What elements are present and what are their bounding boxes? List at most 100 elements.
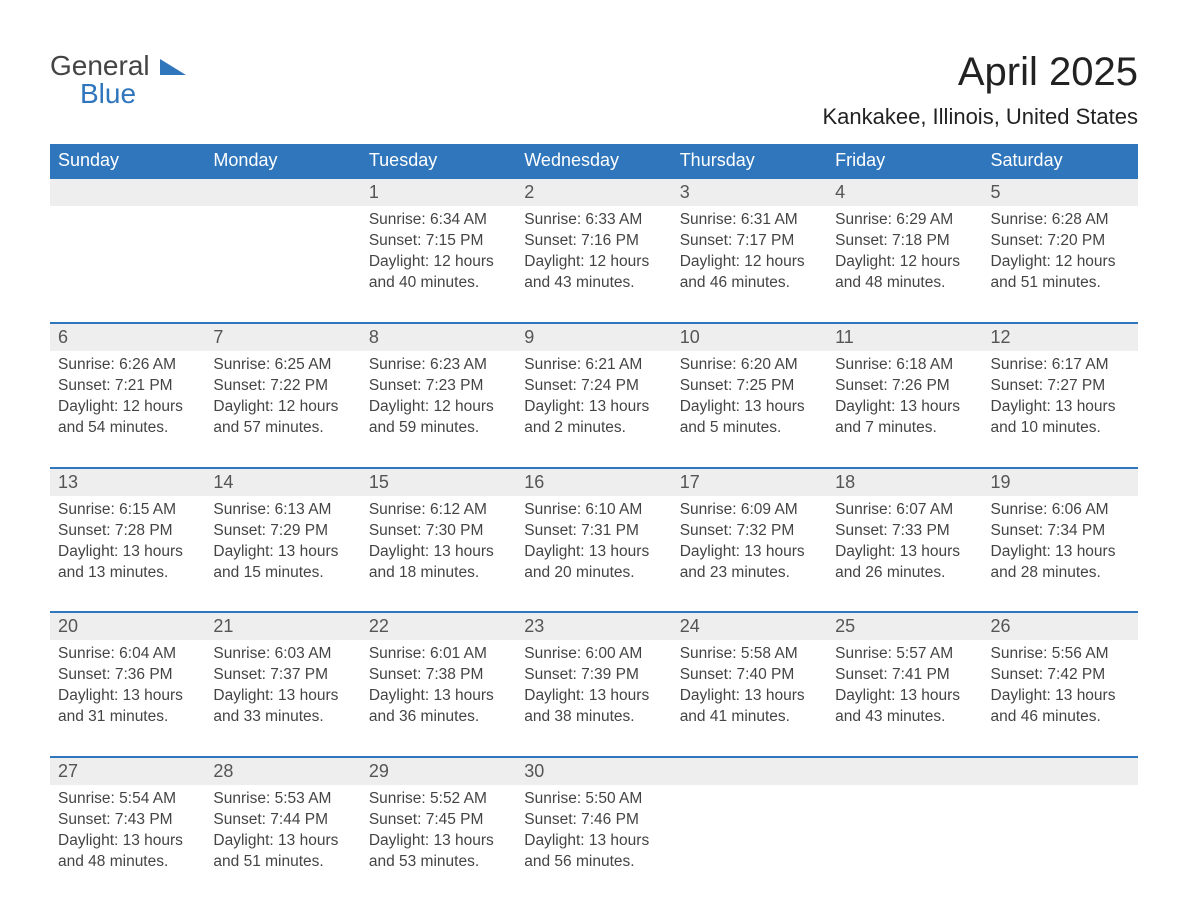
sunset-text: Sunset: 7:31 PM xyxy=(524,522,639,539)
sunset-text: Sunset: 7:26 PM xyxy=(835,377,950,394)
weekday-header: Monday xyxy=(205,144,360,178)
day-detail-cell: Sunrise: 5:50 AMSunset: 7:46 PMDaylight:… xyxy=(516,785,671,883)
title-block: April 2025 Kankakee, Illinois, United St… xyxy=(822,50,1138,130)
sunset-text: Sunset: 7:33 PM xyxy=(835,522,950,539)
sunset-text: Sunset: 7:29 PM xyxy=(213,522,328,539)
day-detail-cell xyxy=(50,206,205,323)
daylight-text: Daylight: 13 hours and 48 minutes. xyxy=(58,832,183,870)
weekday-header: Saturday xyxy=(983,144,1138,178)
sunset-text: Sunset: 7:46 PM xyxy=(524,811,639,828)
sunrise-text: Sunrise: 6:20 AM xyxy=(680,356,798,373)
daylight-text: Daylight: 13 hours and 56 minutes. xyxy=(524,832,649,870)
day-number-cell: 11 xyxy=(827,323,982,351)
daylight-text: Daylight: 13 hours and 38 minutes. xyxy=(524,687,649,725)
day-number-cell: 23 xyxy=(516,612,671,640)
daylight-text: Daylight: 12 hours and 59 minutes. xyxy=(369,398,494,436)
sunset-text: Sunset: 7:27 PM xyxy=(991,377,1106,394)
day-number-cell: 18 xyxy=(827,468,982,496)
day-detail-cell: Sunrise: 5:57 AMSunset: 7:41 PMDaylight:… xyxy=(827,640,982,757)
sunrise-text: Sunrise: 6:15 AM xyxy=(58,501,176,518)
weekday-header: Friday xyxy=(827,144,982,178)
weekday-header: Thursday xyxy=(672,144,827,178)
day-number-cell: 26 xyxy=(983,612,1138,640)
day-number-cell: 9 xyxy=(516,323,671,351)
sunrise-text: Sunrise: 6:26 AM xyxy=(58,356,176,373)
sunset-text: Sunset: 7:34 PM xyxy=(991,522,1106,539)
daylight-text: Daylight: 13 hours and 15 minutes. xyxy=(213,543,338,581)
sunrise-text: Sunrise: 5:56 AM xyxy=(991,645,1109,662)
day-number-cell: 17 xyxy=(672,468,827,496)
sunset-text: Sunset: 7:44 PM xyxy=(213,811,328,828)
sunset-text: Sunset: 7:30 PM xyxy=(369,522,484,539)
daynum-row: 6789101112 xyxy=(50,323,1138,351)
day-number-cell: 7 xyxy=(205,323,360,351)
daylight-text: Daylight: 13 hours and 26 minutes. xyxy=(835,543,960,581)
day-number-cell: 20 xyxy=(50,612,205,640)
daylight-text: Daylight: 13 hours and 41 minutes. xyxy=(680,687,805,725)
daynum-row: 13141516171819 xyxy=(50,468,1138,496)
header: General Blue April 2025 Kankakee, Illino… xyxy=(50,50,1138,130)
daylight-text: Daylight: 13 hours and 5 minutes. xyxy=(680,398,805,436)
day-detail-cell: Sunrise: 6:23 AM Sunset: 7:23 PM Daylight:… xyxy=(361,351,516,468)
day-number-cell xyxy=(205,178,360,206)
sunrise-text: Sunrise: 6:17 AM xyxy=(991,356,1109,373)
sunrise-text: Sunrise: 6:09 AM xyxy=(680,501,798,518)
logo: General Blue xyxy=(50,50,190,110)
day-detail-cell: Sunrise: 6:00 AMSunset: 7:39 PMDaylight:… xyxy=(516,640,671,757)
detail-row: Sunrise: 6:34 AMSunset: 7:15 PMDaylight:… xyxy=(50,206,1138,323)
sunrise-text: Sunrise: 5:58 AM xyxy=(680,645,798,662)
calendar-head: Sunday Monday Tuesday Wednesday Thursday… xyxy=(50,144,1138,178)
day-number-cell: 10 xyxy=(672,323,827,351)
day-number-cell: 6 xyxy=(50,323,205,351)
daylight-text: Daylight: 13 hours and 46 minutes. xyxy=(991,687,1116,725)
day-detail-cell: Sunrise: 5:54 AMSunset: 7:43 PMDaylight:… xyxy=(50,785,205,883)
day-number-cell: 16 xyxy=(516,468,671,496)
day-detail-cell: Sunrise: 6:29 AMSunset: 7:18 PMDaylight:… xyxy=(827,206,982,323)
daylight-text: Daylight: 13 hours and 43 minutes. xyxy=(835,687,960,725)
weekday-header: Sunday xyxy=(50,144,205,178)
daylight-text: Daylight: 13 hours and 13 minutes. xyxy=(58,543,183,581)
sunrise-text: Sunrise: 6:10 AM xyxy=(524,501,642,518)
day-detail-cell xyxy=(827,785,982,883)
day-number-cell: 12 xyxy=(983,323,1138,351)
sunset-text: Sunset: 7:18 PM xyxy=(835,232,950,249)
day-number-cell: 27 xyxy=(50,757,205,785)
day-number-cell xyxy=(983,757,1138,785)
day-number-cell xyxy=(827,757,982,785)
day-number-cell: 19 xyxy=(983,468,1138,496)
day-number-cell: 14 xyxy=(205,468,360,496)
sunset-text: Sunset: 7:45 PM xyxy=(369,811,484,828)
sunset-text: Sunset: 7:23 PM xyxy=(369,377,484,394)
day-detail-cell: Sunrise: 6:18 AMSunset: 7:26 PMDaylight:… xyxy=(827,351,982,468)
sunset-text: Sunset: 7:36 PM xyxy=(58,666,173,683)
day-number-cell: 3 xyxy=(672,178,827,206)
day-detail-cell: Sunrise: 6:17 AMSunset: 7:27 PMDaylight:… xyxy=(983,351,1138,468)
sunrise-text: Sunrise: 5:57 AM xyxy=(835,645,953,662)
day-detail-cell xyxy=(672,785,827,883)
sunrise-text: Sunrise: 5:53 AM xyxy=(213,790,331,807)
day-detail-cell: Sunrise: 6:07 AMSunset: 7:33 PMDaylight:… xyxy=(827,496,982,613)
day-number-cell: 2 xyxy=(516,178,671,206)
sunset-text: Sunset: 7:25 PM xyxy=(680,377,795,394)
weekday-header: Wednesday xyxy=(516,144,671,178)
sunset-text: Sunset: 7:24 PM xyxy=(524,377,639,394)
sunrise-text: Sunrise: 6:06 AM xyxy=(991,501,1109,518)
weekday-header: Tuesday xyxy=(361,144,516,178)
day-detail-cell: Sunrise: 6:28 AMSunset: 7:20 PMDaylight:… xyxy=(983,206,1138,323)
day-detail-cell: Sunrise: 6:13 AM Sunset: 7:29 PM Daylight:… xyxy=(205,496,360,613)
daylight-text: Daylight: 13 hours and 33 minutes. xyxy=(213,687,338,725)
sunrise-text: Sunrise: 6:00 AM xyxy=(524,645,642,662)
weekday-header-row: Sunday Monday Tuesday Wednesday Thursday… xyxy=(50,144,1138,178)
day-detail-cell: Sunrise: 5:52 AMSunset: 7:45 PMDaylight:… xyxy=(361,785,516,883)
sunrise-text: Sunrise: 6:21 AM xyxy=(524,356,642,373)
daylight-text: Daylight: 12 hours and 46 minutes. xyxy=(680,253,805,291)
sunrise-text: Sunrise: 6:23 AM xyxy=(369,356,487,373)
day-detail-cell: Sunrise: 6:33 AMSunset: 7:16 PMDaylight:… xyxy=(516,206,671,323)
sunrise-text: Sunrise: 6:13 AM xyxy=(213,501,331,518)
sunrise-text: Sunrise: 6:28 AM xyxy=(991,211,1109,228)
month-title: April 2025 xyxy=(822,50,1138,94)
sunrise-text: Sunrise: 6:01 AM xyxy=(369,645,487,662)
daylight-text: Daylight: 13 hours and 36 minutes. xyxy=(369,687,494,725)
day-number-cell: 29 xyxy=(361,757,516,785)
detail-row: Sunrise: 6:15 AMSunset: 7:28 PMDaylight:… xyxy=(50,496,1138,613)
